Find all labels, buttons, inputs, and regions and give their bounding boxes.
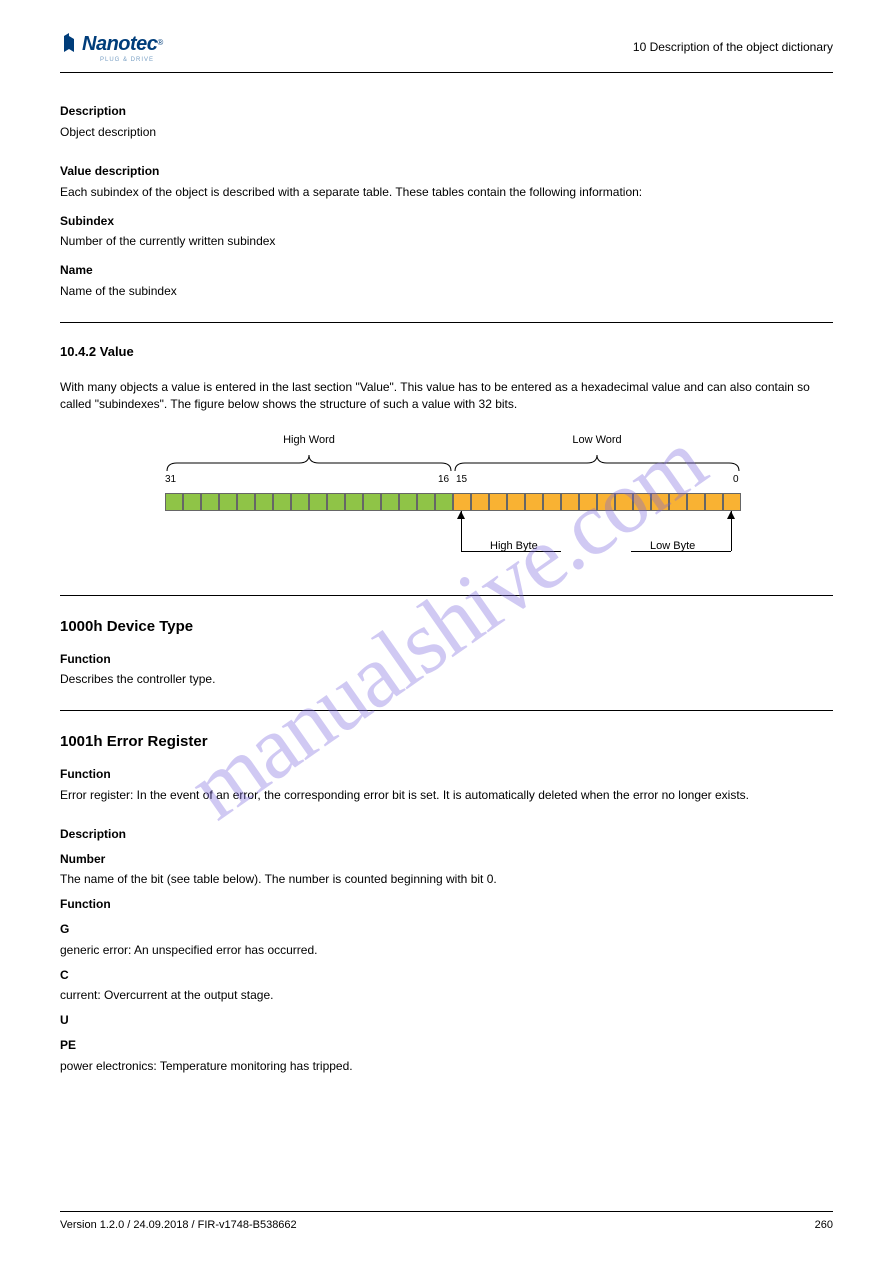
bit-cell [435, 493, 453, 511]
section-rule-2 [60, 595, 833, 596]
bit-cell [471, 493, 489, 511]
bit-cell [309, 493, 327, 511]
bit-cell [669, 493, 687, 511]
number-text: The name of the bit (see table below). T… [60, 871, 833, 888]
name-label: Name [60, 262, 833, 279]
subsection-intro: With many objects a value is entered in … [60, 379, 833, 413]
desc-label-1001h: Description [60, 826, 833, 843]
low-byte-label: Low Byte [650, 539, 695, 554]
g-label: G [60, 921, 833, 938]
bit-cell [651, 493, 669, 511]
bit-15-label: 15 [456, 473, 467, 487]
value-description-intro: Each subindex of the object is described… [60, 184, 833, 201]
bit-0-label: 0 [733, 473, 739, 487]
function-label-1000h: Function [60, 651, 833, 668]
bit-diagram: High Word Low Word 31 16 15 0 [60, 423, 833, 583]
subsection-title: 10.4.2 Value [60, 343, 833, 361]
function-label-1001h: Function [60, 766, 833, 783]
bit-cell [543, 493, 561, 511]
logo: Nanotec® PLUG & DRIVE [60, 30, 163, 64]
footer-page-number: 260 [815, 1218, 833, 1233]
section-rule-1 [60, 322, 833, 323]
bit-cell [255, 493, 273, 511]
c-label: C [60, 967, 833, 984]
function-text-1001h: Error register: In the event of an error… [60, 787, 833, 804]
pe-label: PE [60, 1037, 833, 1054]
bit-cell [597, 493, 615, 511]
section-1001h-description: Description Number The name of the bit (… [60, 826, 833, 1075]
function-inner-label: Function [60, 896, 833, 913]
bit-cell [687, 493, 705, 511]
bit-cell [273, 493, 291, 511]
bit-cell [615, 493, 633, 511]
bit-cell [579, 493, 597, 511]
bit-cell [183, 493, 201, 511]
high-byte-arrow-icon [457, 511, 465, 519]
description-text: Object description [60, 124, 833, 141]
logo-tagline: PLUG & DRIVE [100, 56, 163, 64]
footer-rule [60, 1211, 833, 1212]
bit-cell [633, 493, 651, 511]
subindex-text: Number of the currently written subindex [60, 233, 833, 250]
section-1001h-function: Function Error register: In the event of… [60, 766, 833, 804]
bit-cell [219, 493, 237, 511]
u-label: U [60, 1012, 833, 1029]
logo-name: Nanotec [82, 33, 157, 55]
bit-cell [561, 493, 579, 511]
section-1001h-title: 1001h Error Register [60, 731, 833, 752]
page-footer: Version 1.2.0 / 24.09.2018 / FIR-v1748-B… [60, 1211, 833, 1233]
header-chapter-title: 10 Description of the object dictionary [633, 39, 833, 56]
function-text-1000h: Describes the controller type. [60, 671, 833, 688]
number-label: Number [60, 851, 833, 868]
bit-cell [705, 493, 723, 511]
bit-cell [489, 493, 507, 511]
bit-cell [201, 493, 219, 511]
description-label: Description [60, 103, 833, 120]
page-header: Nanotec® PLUG & DRIVE 10 Description of … [60, 30, 833, 64]
nanotec-logo-icon [60, 32, 78, 59]
bit-cell [507, 493, 525, 511]
name-text: Name of the subindex [60, 283, 833, 300]
bit-16-label: 16 [438, 473, 449, 487]
section-1000h-function: Function Describes the controller type. [60, 651, 833, 689]
logo-trademark: ® [157, 38, 163, 47]
footer-version: Version 1.2.0 / 24.09.2018 / FIR-v1748-B… [60, 1218, 297, 1233]
header-rule [60, 72, 833, 73]
bit-cell [237, 493, 255, 511]
bit-cell [291, 493, 309, 511]
c-text: current: Overcurrent at the output stage… [60, 987, 833, 1004]
bit-cell [363, 493, 381, 511]
subindex-label: Subindex [60, 213, 833, 230]
section-1000h-title: 1000h Device Type [60, 616, 833, 637]
low-byte-arrow-icon [727, 511, 735, 519]
bit-cell [453, 493, 471, 511]
bit-cell [327, 493, 345, 511]
bit-cell [417, 493, 435, 511]
bit-31-label: 31 [165, 473, 176, 487]
value-description-label: Value description [60, 163, 833, 180]
value-description-block: Value description Each subindex of the o… [60, 163, 833, 300]
section-rule-3 [60, 710, 833, 711]
bit-cell [723, 493, 741, 511]
bit-cell [165, 493, 183, 511]
bit-cell [381, 493, 399, 511]
bit-cell [345, 493, 363, 511]
high-word-label: High Word [165, 433, 453, 448]
low-word-label: Low Word [453, 433, 741, 448]
high-byte-label: High Byte [490, 539, 538, 554]
g-text: generic error: An unspecified error has … [60, 942, 833, 959]
brace-right-icon [453, 453, 741, 478]
bit-cell [399, 493, 417, 511]
pe-text: power electronics: Temperature monitorin… [60, 1058, 833, 1075]
bit-cells [165, 493, 741, 511]
brace-left-icon [165, 453, 453, 478]
bit-cell [525, 493, 543, 511]
description-block: Description Object description [60, 103, 833, 141]
